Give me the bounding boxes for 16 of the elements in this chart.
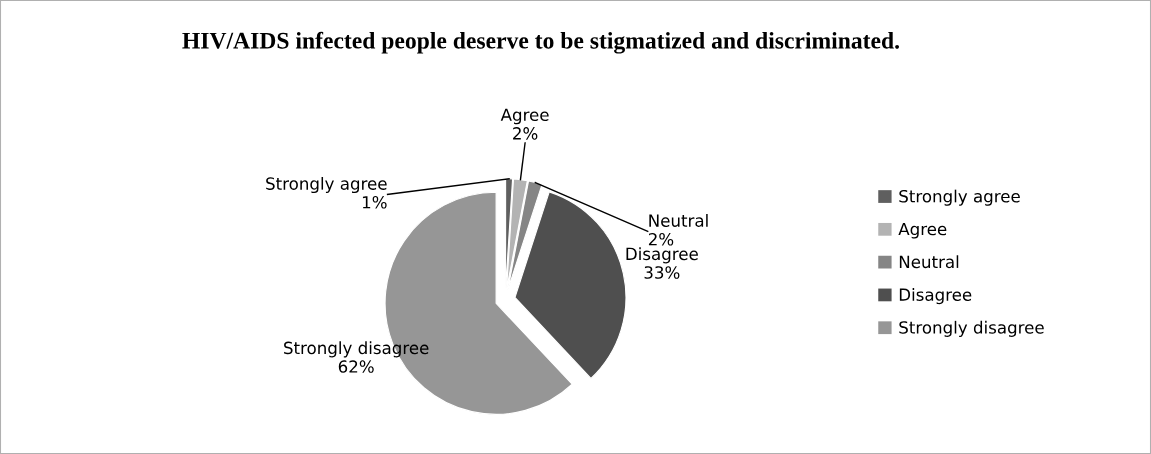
legend-label: Disagree bbox=[899, 288, 972, 305]
legend-label: Strongly agree bbox=[899, 189, 1020, 206]
slice-label: Neutral bbox=[649, 214, 708, 227]
legend-label: Neutral bbox=[899, 255, 959, 269]
slice-label: Agree bbox=[500, 108, 549, 125]
data-label: 62% bbox=[338, 360, 374, 373]
slice-label: Strongly disagree bbox=[284, 341, 429, 358]
slice-label: Strongly agree bbox=[266, 176, 387, 194]
data-label: 1% bbox=[362, 195, 387, 209]
data-label: 2% bbox=[513, 127, 538, 140]
chart-title: HIV/AIDS infected people deserve to be stigmatized and discriminated. bbox=[182, 31, 899, 54]
legend-label: Strongly disagree bbox=[899, 320, 1044, 337]
legend-label: Agree bbox=[898, 222, 947, 239]
data-label: 33% bbox=[644, 266, 680, 279]
slice-label: Disagree bbox=[626, 247, 698, 264]
data-label: 2% bbox=[648, 232, 674, 246]
